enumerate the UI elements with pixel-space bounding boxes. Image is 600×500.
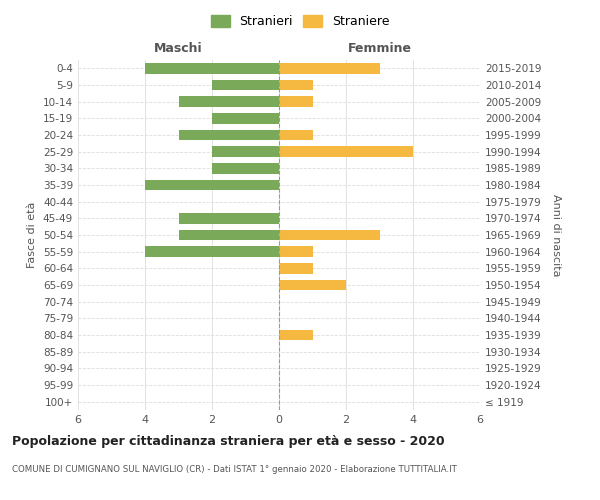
Bar bbox=[279, 63, 380, 74]
Bar bbox=[179, 213, 279, 224]
Bar bbox=[145, 246, 279, 257]
Bar bbox=[279, 246, 313, 257]
Bar bbox=[179, 230, 279, 240]
Text: Popolazione per cittadinanza straniera per età e sesso - 2020: Popolazione per cittadinanza straniera p… bbox=[12, 435, 445, 448]
Bar bbox=[145, 180, 279, 190]
Bar bbox=[279, 280, 346, 290]
Bar bbox=[212, 113, 279, 124]
Bar bbox=[279, 96, 313, 107]
Bar bbox=[212, 163, 279, 174]
Bar bbox=[279, 80, 313, 90]
Text: COMUNE DI CUMIGNANO SUL NAVIGLIO (CR) - Dati ISTAT 1° gennaio 2020 - Elaborazion: COMUNE DI CUMIGNANO SUL NAVIGLIO (CR) - … bbox=[12, 465, 457, 474]
Bar bbox=[279, 230, 380, 240]
Y-axis label: Anni di nascita: Anni di nascita bbox=[551, 194, 561, 276]
Bar bbox=[279, 263, 313, 274]
Bar bbox=[279, 146, 413, 157]
Bar bbox=[212, 146, 279, 157]
Bar bbox=[179, 130, 279, 140]
Text: Maschi: Maschi bbox=[154, 42, 203, 55]
Text: Femmine: Femmine bbox=[347, 42, 412, 55]
Bar bbox=[145, 63, 279, 74]
Legend: Stranieri, Straniere: Stranieri, Straniere bbox=[207, 11, 393, 32]
Bar bbox=[279, 330, 313, 340]
Bar bbox=[279, 130, 313, 140]
Bar bbox=[212, 80, 279, 90]
Bar bbox=[179, 96, 279, 107]
Y-axis label: Fasce di età: Fasce di età bbox=[28, 202, 37, 268]
